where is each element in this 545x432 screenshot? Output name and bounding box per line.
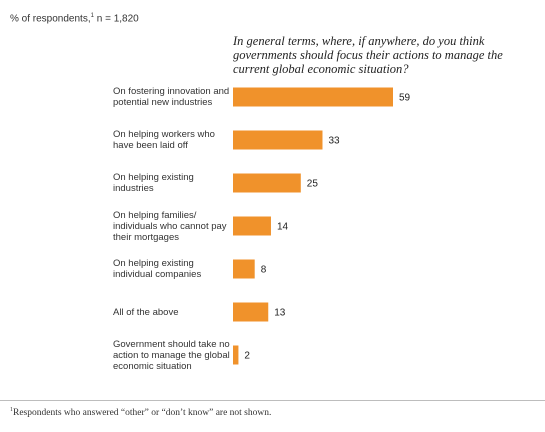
category-label-6: Government should take no action to mana… [113, 338, 230, 372]
footnote: 1Respondents who answered “other” or “do… [10, 407, 271, 418]
category-label-1: On helping workers who have been laid of… [113, 129, 215, 151]
bar-5 [233, 302, 269, 322]
respondents-footnote-marker: 1 [90, 13, 94, 19]
chart-question: In general terms, where, if anywhere, do… [233, 34, 503, 76]
value-label-2: 25 [307, 179, 319, 190]
value-label-3: 14 [277, 222, 289, 233]
respondents-note: % of respondents,1 n = 1,820 [10, 13, 139, 24]
bar-1 [233, 130, 323, 150]
category-label-2: On helping existing industries [113, 172, 194, 194]
value-label-6: 2 [244, 351, 250, 362]
value-label-1: 33 [328, 136, 340, 147]
bar-0 [233, 87, 393, 107]
respondents-label: % of respondents, [10, 13, 91, 25]
bar-3 [233, 216, 271, 236]
footnote-divider [0, 400, 545, 401]
bar-2 [233, 173, 301, 193]
bar-chart: 59 33 25 14 8 13 2 [233, 87, 411, 365]
category-label-5: All of the above [113, 306, 179, 318]
value-label-0: 59 [399, 93, 411, 104]
value-label-4: 8 [261, 265, 267, 276]
value-label-5: 13 [274, 308, 286, 319]
footnote-marker: 1 [10, 407, 13, 413]
category-label-4: On helping existing individual companies [113, 258, 202, 280]
bar-6 [233, 345, 239, 365]
bar-4 [233, 259, 255, 279]
category-label-3: On helping families/ individuals who can… [113, 209, 227, 243]
respondents-count: n = 1,820 [93, 13, 139, 25]
footnote-text: Respondents who answered “other” or “don… [13, 408, 272, 419]
category-label-0: On fostering innovation and potential ne… [113, 86, 230, 108]
